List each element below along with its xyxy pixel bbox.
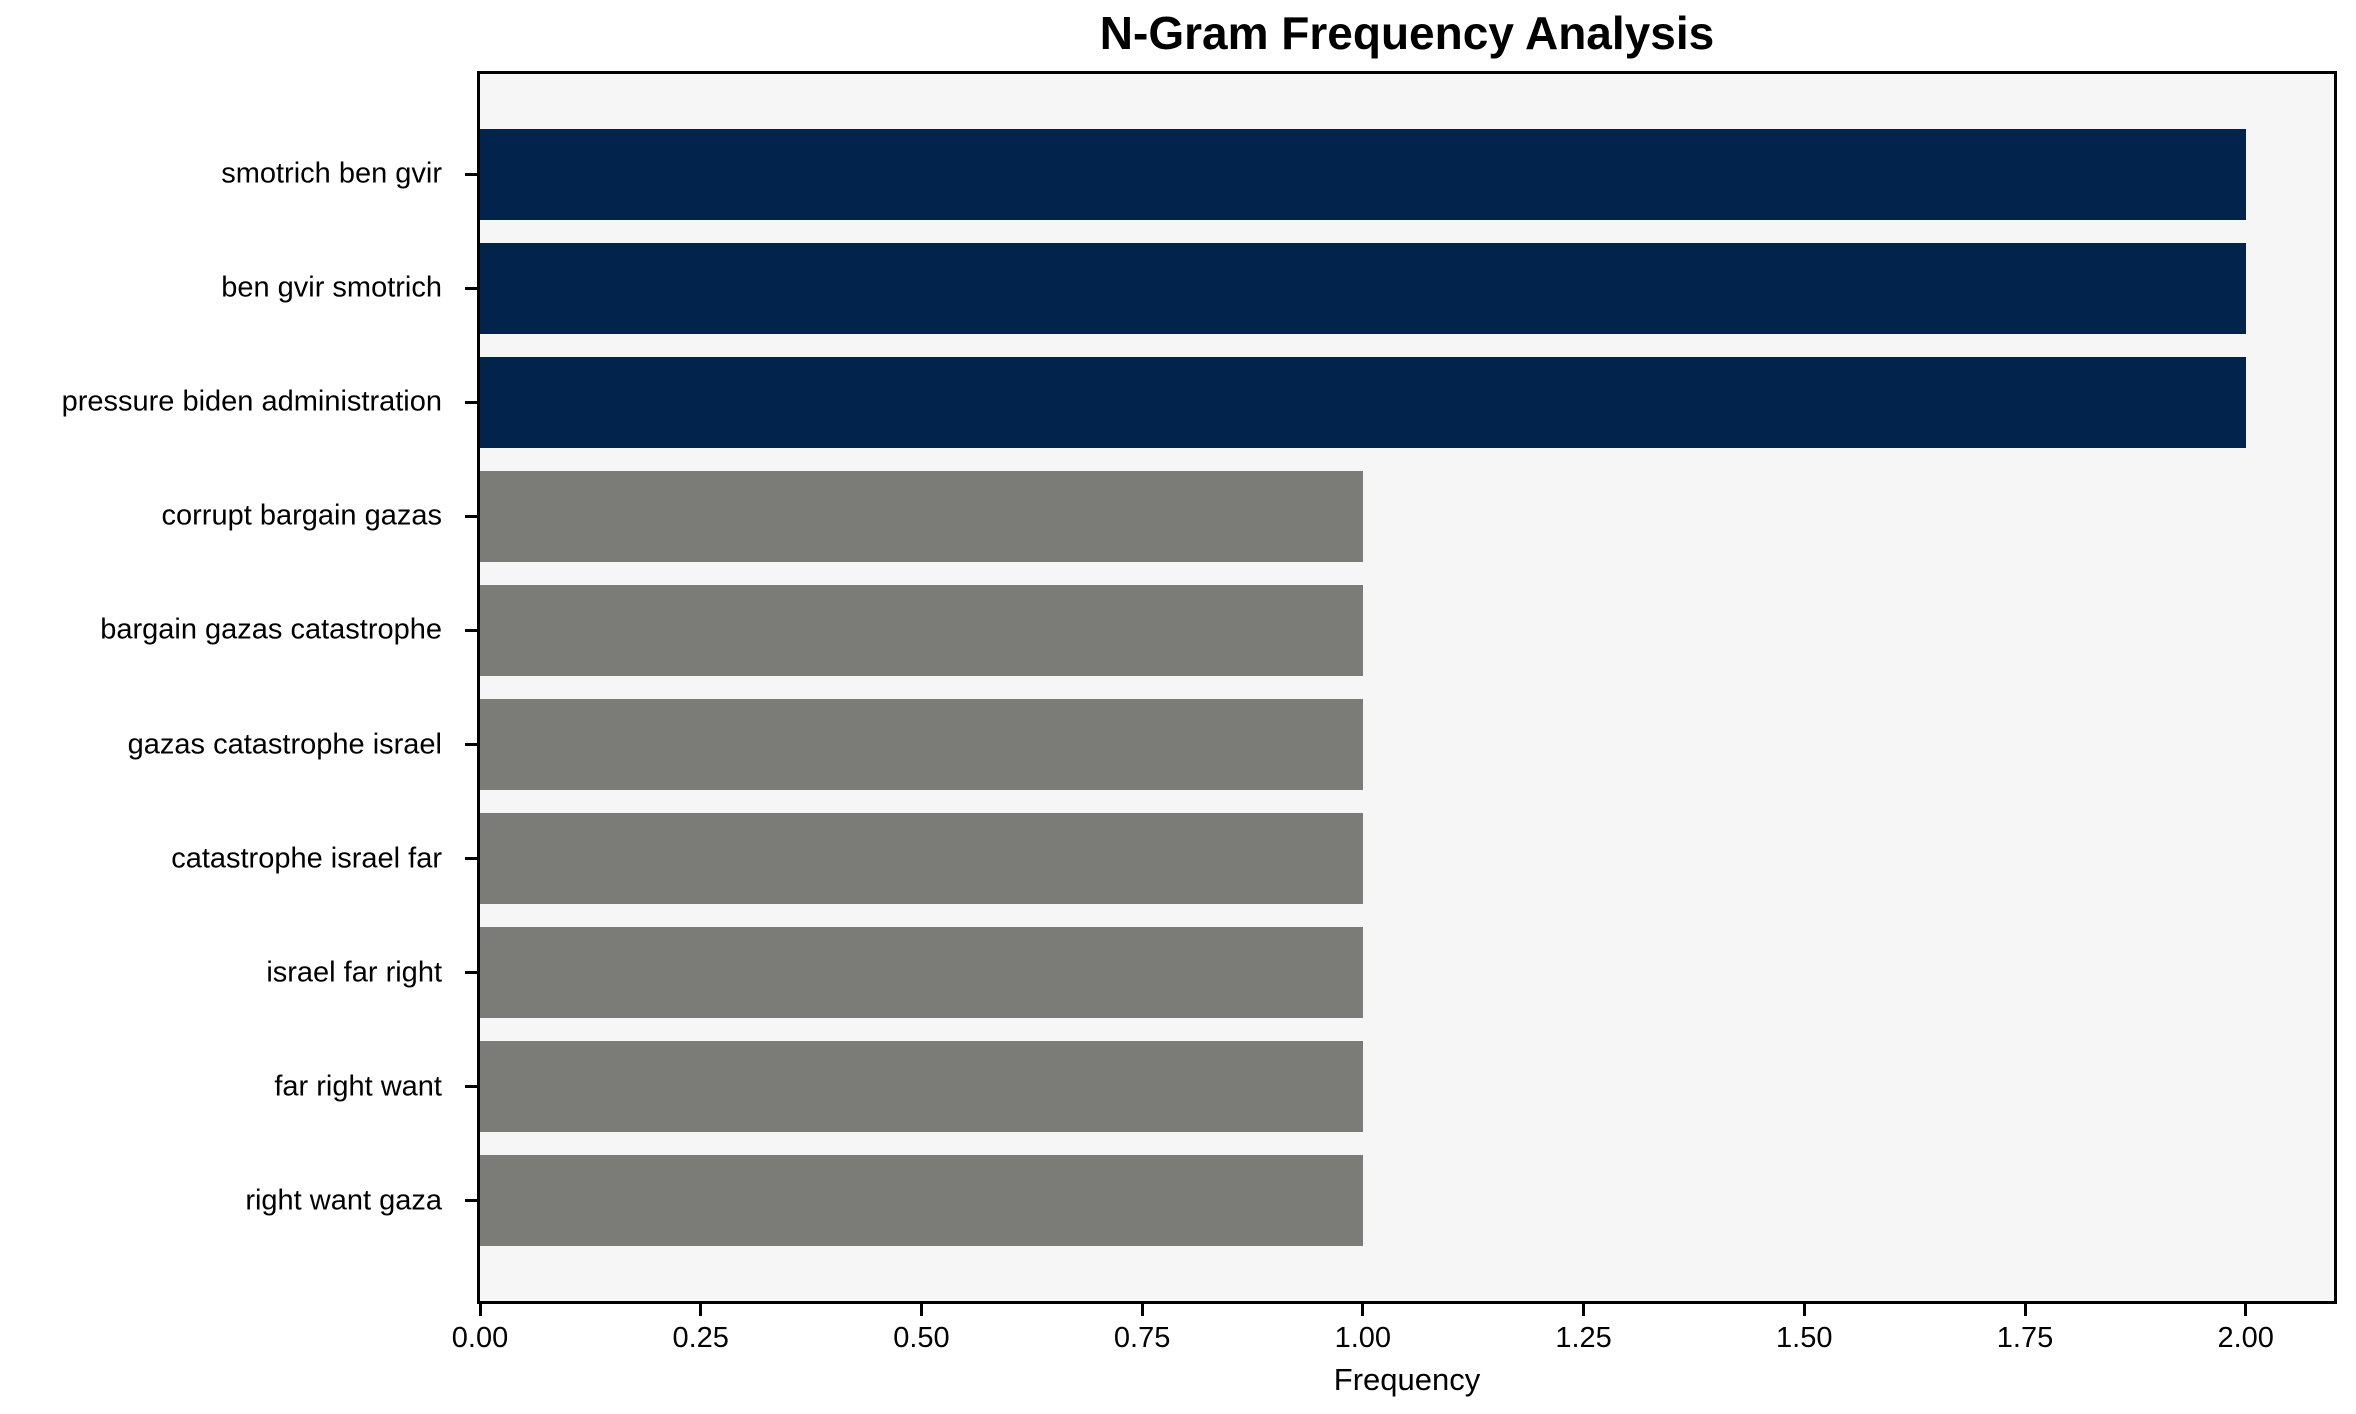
x-tick-mark: [699, 1304, 703, 1316]
y-tick-mark: [465, 286, 477, 290]
bar-ben-gvir-smotrich: [480, 242, 2246, 334]
x-tick-mark: [1802, 1304, 1806, 1316]
x-tick-mark: [919, 1304, 923, 1316]
bar-far-right-want: [480, 1041, 1363, 1133]
plot-area: [477, 71, 2337, 1304]
x-tick-label: 0.75: [1113, 1322, 1171, 1354]
y-tick-mark: [465, 400, 477, 404]
x-tick-mark: [478, 1304, 482, 1316]
y-tick-mark: [465, 743, 477, 747]
bar-bargain-gazas-catastrophe: [480, 584, 1363, 677]
bar-catastrophe-israel-far: [480, 812, 1363, 905]
bar-gazas-catastrophe-israel: [480, 698, 1363, 791]
bar-smotrich-ben-gvir: [480, 128, 2246, 220]
y-tick-mark: [465, 1085, 477, 1089]
y-tick-mark: [465, 857, 477, 861]
y-tick-label: far right want: [274, 1070, 442, 1103]
x-tick-mark: [2023, 1304, 2027, 1316]
x-tick-label: 0.00: [451, 1322, 509, 1354]
bar-israel-far-right: [480, 926, 1363, 1019]
y-tick-label: corrupt bargain gazas: [161, 499, 443, 532]
y-tick-label: ben gvir smotrich: [221, 271, 442, 304]
y-tick-label: right want gaza: [245, 1184, 442, 1217]
x-tick-mark: [1361, 1304, 1365, 1316]
x-tick-label: 0.50: [893, 1322, 950, 1354]
y-tick-mark: [465, 628, 477, 632]
x-tick-mark: [2244, 1304, 2248, 1316]
y-tick-label: smotrich ben gvir: [221, 157, 442, 190]
y-tick-label: gazas catastrophe israel: [127, 728, 442, 761]
x-tick-label: 0.25: [672, 1322, 729, 1354]
x-tick-label: 2.00: [2217, 1322, 2274, 1354]
chart-title: N-Gram Frequency Analysis: [1099, 7, 1715, 59]
x-tick-label: 1.75: [1996, 1322, 2054, 1354]
y-tick-mark: [465, 971, 477, 975]
y-tick-mark: [465, 172, 477, 176]
x-tick-mark: [1582, 1304, 1586, 1316]
y-tick-label: catastrophe israel far: [171, 842, 442, 875]
y-tick-mark: [465, 514, 477, 518]
y-tick-label: israel far right: [266, 956, 442, 989]
x-tick-label: 1.50: [1776, 1322, 1833, 1354]
bar-pressure-biden-administration: [480, 356, 2246, 449]
y-tick-label: bargain gazas catastrophe: [100, 613, 442, 646]
bar-right-want-gaza: [480, 1155, 1363, 1247]
y-axis-labels: smotrich ben gvir ben gvir smotrich pressu…: [0, 71, 452, 1304]
x-tick-label: 1.25: [1555, 1322, 1612, 1354]
x-axis-label: Frequency: [1333, 1362, 1481, 1397]
y-tick-mark: [465, 1199, 477, 1203]
bar-corrupt-bargain-gazas: [480, 470, 1363, 563]
x-tick-mark: [1140, 1304, 1144, 1316]
x-tick-label: 1.00: [1334, 1322, 1392, 1354]
y-tick-label: pressure biden administration: [61, 385, 442, 418]
